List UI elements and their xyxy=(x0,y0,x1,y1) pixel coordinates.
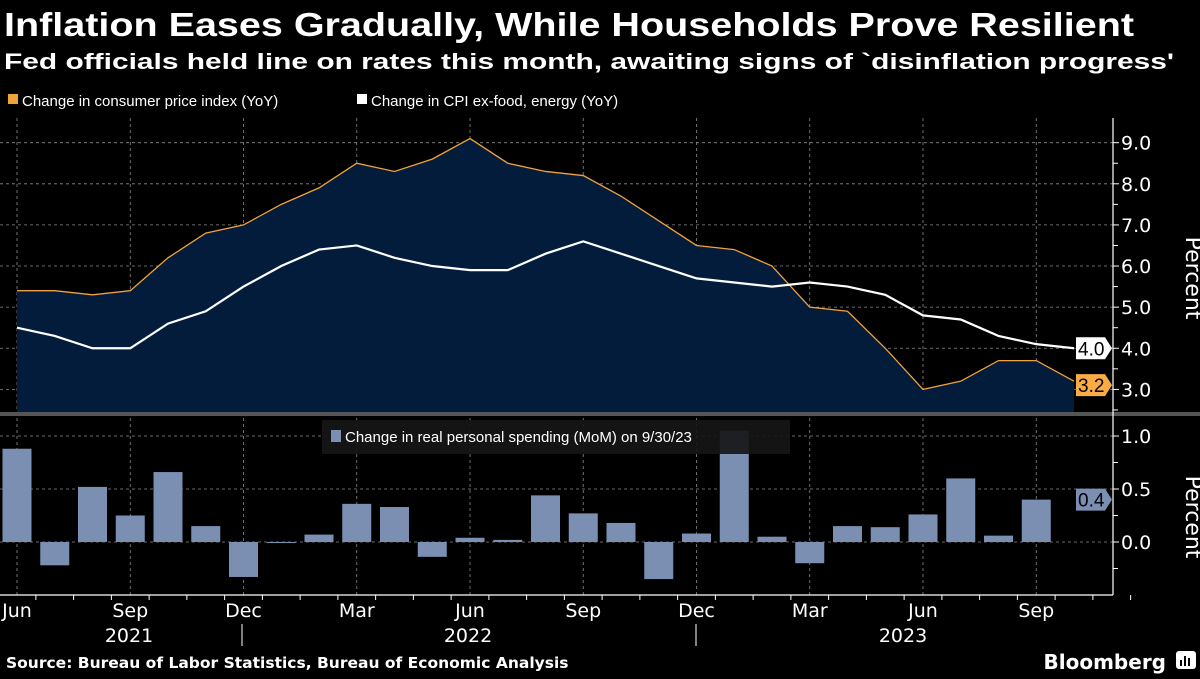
spending-bar xyxy=(531,495,560,542)
chart-title: Inflation Eases Gradually, While Househo… xyxy=(4,6,1134,43)
spending-bar xyxy=(644,542,673,579)
x-year-label: 2022 xyxy=(444,625,492,647)
legend-swatch-cpi xyxy=(8,94,18,104)
y-tick-label: 8.0 xyxy=(1121,174,1151,196)
spending-bar xyxy=(418,542,447,557)
chart-subtitle: Fed officials held line on rates this mo… xyxy=(4,49,1174,74)
y-tick-label: 9.0 xyxy=(1121,133,1151,155)
spending-bar xyxy=(1022,500,1051,542)
top-y-axis-label: Percent xyxy=(1180,237,1200,320)
spending-value-tag-text: 0.4 xyxy=(1078,491,1105,512)
spending-bar xyxy=(229,542,258,577)
legend-swatch-core xyxy=(357,94,367,104)
y-tick-label: 1.0 xyxy=(1121,426,1151,448)
y-tick-label: 4.0 xyxy=(1121,338,1151,360)
x-tick-label: Jun xyxy=(454,600,485,622)
x-tick-label: Sep xyxy=(112,600,148,622)
x-tick-label: Mar xyxy=(792,600,828,622)
core-cpi-value-tag-text: 4.0 xyxy=(1078,339,1104,360)
y-tick-label: 3.0 xyxy=(1121,379,1151,401)
source-note: Source: Bureau of Labor Statistics, Bure… xyxy=(6,654,569,672)
bottom-legend: Change in real personal spending (MoM) o… xyxy=(322,420,790,454)
spending-bar xyxy=(116,516,145,542)
x-tick-label: Mar xyxy=(339,600,375,622)
spending-bar xyxy=(946,478,975,542)
panel-divider xyxy=(0,412,1200,416)
y-tick-label: 7.0 xyxy=(1121,215,1151,237)
y-tick-label: 6.0 xyxy=(1121,256,1151,278)
spending-bar xyxy=(909,514,938,542)
spending-bar xyxy=(3,449,32,542)
spending-bar xyxy=(607,523,636,542)
bloomberg-terminal-icon xyxy=(1176,651,1196,669)
y-tick-label: 5.0 xyxy=(1121,297,1151,319)
legend-swatch-spending xyxy=(331,430,341,442)
spending-bar xyxy=(984,536,1013,542)
legend-label-cpi: Change in consumer price index (YoY) xyxy=(22,93,278,110)
y-tick-label: 0.5 xyxy=(1121,479,1151,501)
bottom-y-axis-label: Percent xyxy=(1180,476,1200,559)
spending-bar xyxy=(795,542,824,563)
spending-bar xyxy=(871,527,900,542)
y-tick-label: 0.0 xyxy=(1121,532,1151,554)
x-year-label: 2023 xyxy=(879,625,927,647)
spending-bar xyxy=(493,540,522,542)
spending-bar xyxy=(682,534,711,542)
bloomberg-logo: Bloomberg xyxy=(1044,650,1166,674)
legend-label-core: Change in CPI ex-food, energy (YoY) xyxy=(371,93,618,110)
spending-bar xyxy=(456,538,485,542)
cpi-value-tag-text: 3.2 xyxy=(1078,376,1104,397)
spending-bar xyxy=(833,526,862,542)
spending-bar xyxy=(380,507,409,542)
x-tick-label: Dec xyxy=(678,600,715,622)
spending-bar xyxy=(305,535,334,542)
x-year-label: 2021 xyxy=(105,625,153,647)
spending-bar xyxy=(569,513,598,542)
x-tick-label: Jun xyxy=(1,600,32,622)
spending-bar xyxy=(40,542,69,565)
spending-bar xyxy=(154,472,183,542)
legend-label-spending: Change in real personal spending (MoM) o… xyxy=(345,429,692,446)
x-tick-label: Jun xyxy=(907,600,938,622)
spending-bar xyxy=(191,526,220,542)
spending-bar xyxy=(267,542,296,543)
x-tick-label: Dec xyxy=(225,600,262,622)
x-tick-label: Sep xyxy=(1018,600,1054,622)
spending-bar xyxy=(342,504,371,542)
spending-bar xyxy=(758,537,787,542)
x-tick-label: Sep xyxy=(565,600,601,622)
spending-bar xyxy=(78,487,107,542)
